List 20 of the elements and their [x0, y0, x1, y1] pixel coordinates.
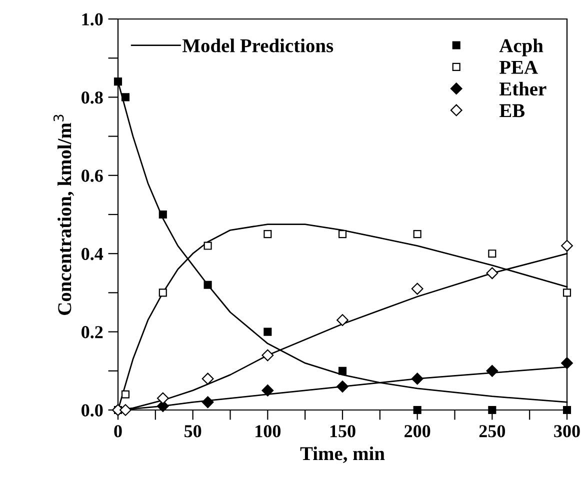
- y-tick-label: 1.0: [82, 13, 103, 26]
- legend-label: Ether: [499, 82, 546, 96]
- x-tick-label: 200: [404, 425, 430, 438]
- y-axis-title: Concentration, kmol/m$^{3}$: [53, 114, 74, 315]
- x-tick-label: 0: [114, 425, 122, 438]
- legend-label: Model Predictions: [182, 38, 334, 52]
- x-tick-label: 150: [330, 425, 356, 438]
- y-tick-label: 0.6: [82, 170, 103, 182]
- x-tick-label: 100: [256, 425, 281, 438]
- legend-label: PEA: [499, 60, 538, 74]
- x-tick-label: 300: [554, 425, 580, 438]
- x-tick-label: 50: [184, 425, 202, 438]
- x-tick-label: 250: [479, 425, 506, 438]
- y-tick-label: 0.8: [82, 91, 103, 104]
- x-axis-title: Time, min: [300, 446, 385, 464]
- y-tick-label: 0.2: [82, 326, 103, 338]
- y-tick-label: 0.0: [82, 404, 103, 417]
- legend-label: Acph: [499, 38, 544, 56]
- y-tick-label: 0.4: [82, 248, 104, 260]
- legend-label: EB: [499, 104, 525, 118]
